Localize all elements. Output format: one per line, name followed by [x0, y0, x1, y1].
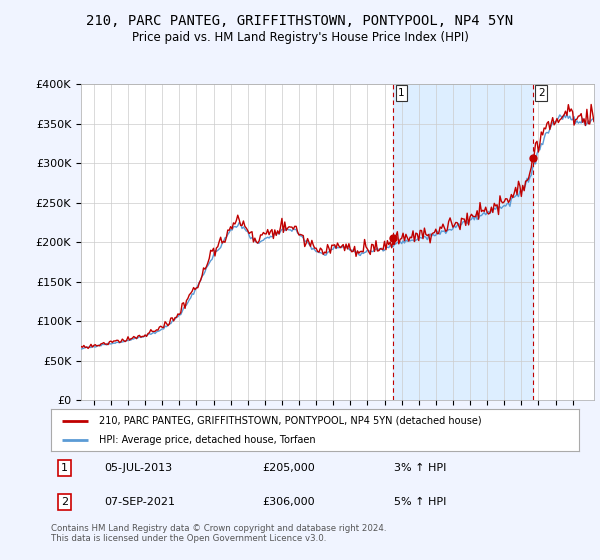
Text: HPI: Average price, detached house, Torfaen: HPI: Average price, detached house, Torf… — [98, 435, 315, 445]
Text: Price paid vs. HM Land Registry's House Price Index (HPI): Price paid vs. HM Land Registry's House … — [131, 31, 469, 44]
Text: 07-SEP-2021: 07-SEP-2021 — [104, 497, 175, 507]
Text: 210, PARC PANTEG, GRIFFITHSTOWN, PONTYPOOL, NP4 5YN: 210, PARC PANTEG, GRIFFITHSTOWN, PONTYPO… — [86, 14, 514, 28]
Text: 1: 1 — [61, 463, 68, 473]
Bar — [393, 84, 533, 400]
Text: Contains HM Land Registry data © Crown copyright and database right 2024.
This d: Contains HM Land Registry data © Crown c… — [51, 524, 386, 543]
Text: 5% ↑ HPI: 5% ↑ HPI — [394, 497, 446, 507]
Text: £306,000: £306,000 — [262, 497, 315, 507]
Text: 05-JUL-2013: 05-JUL-2013 — [104, 463, 172, 473]
Text: 2: 2 — [538, 88, 545, 98]
Text: 2: 2 — [61, 497, 68, 507]
Text: 3% ↑ HPI: 3% ↑ HPI — [394, 463, 446, 473]
Text: £205,000: £205,000 — [262, 463, 315, 473]
Text: 1: 1 — [398, 88, 405, 98]
Text: 210, PARC PANTEG, GRIFFITHSTOWN, PONTYPOOL, NP4 5YN (detached house): 210, PARC PANTEG, GRIFFITHSTOWN, PONTYPO… — [98, 416, 481, 426]
